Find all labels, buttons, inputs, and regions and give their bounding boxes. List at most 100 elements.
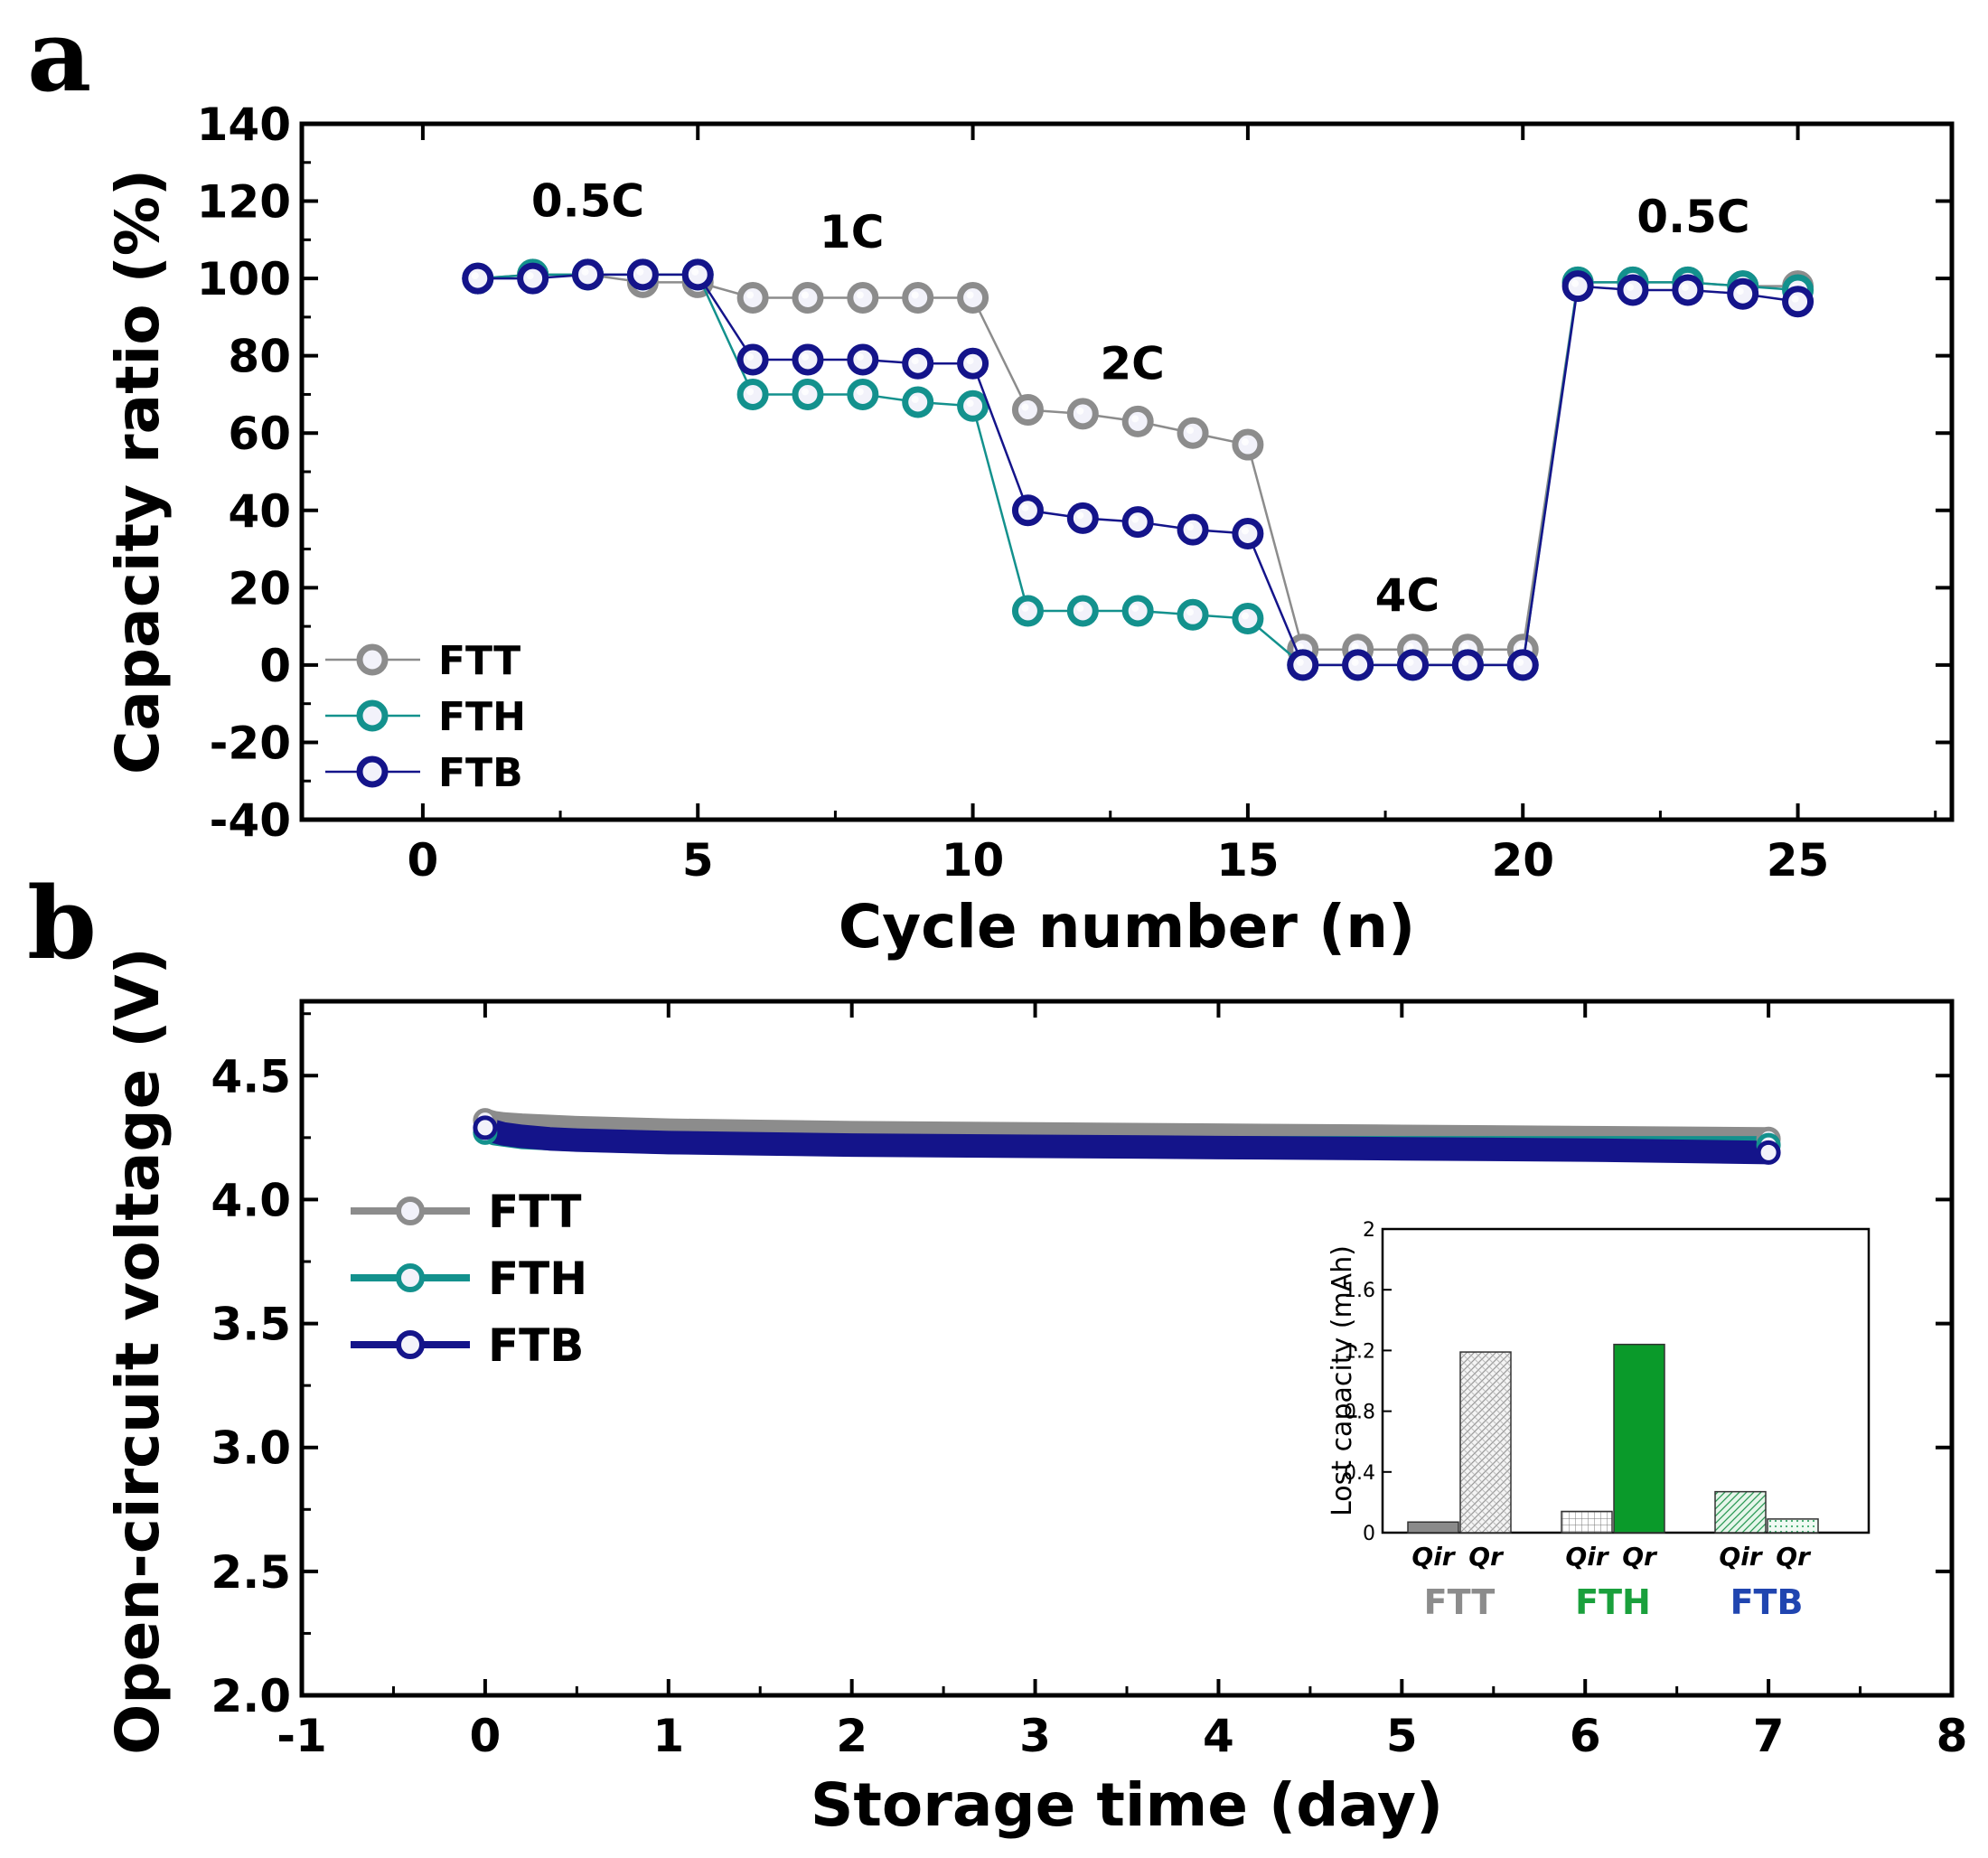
data-point-FTB (681, 258, 714, 291)
data-point-highlight (636, 267, 644, 276)
data-point-FTB (1756, 1140, 1781, 1165)
data-point-highlight (801, 388, 809, 396)
inset-bar-FTH-Qir (1561, 1510, 1613, 1534)
legend-marker-FTH (356, 699, 389, 732)
inset-y-tick-label: 0.4 (1344, 1462, 1375, 1485)
data-point-FTT (1177, 417, 1209, 449)
data-point-FTH (957, 389, 989, 422)
y-tick-label: 2.5 (211, 1546, 291, 1599)
data-point-highlight (1186, 523, 1195, 531)
data-point-highlight (1571, 279, 1580, 287)
y-tick-label: 3.5 (211, 1299, 291, 1351)
inset-category-label: Qir (1411, 1542, 1456, 1572)
data-point-FTH (847, 378, 879, 410)
x-tick-label: 0 (469, 1710, 501, 1762)
data-point-FTB (792, 343, 824, 376)
data-point-FTT (902, 282, 934, 314)
data-point-FTB (736, 343, 769, 376)
legend-marker-FTT (356, 643, 389, 676)
x-tick-label: 3 (1019, 1710, 1051, 1762)
inset-bar-FTB-Qir (1714, 1490, 1767, 1534)
data-point-highlight (801, 352, 809, 361)
data-point-FTB (572, 258, 605, 291)
x-tick-label: -1 (277, 1710, 327, 1762)
inset-y-tick-label: 1.6 (1344, 1280, 1375, 1302)
legend-marker-FTB (356, 755, 389, 788)
data-point-highlight (1021, 605, 1029, 612)
y-tick-label: 80 (228, 331, 291, 383)
data-point-highlight (1516, 643, 1524, 651)
inset-category-label: Qir (1565, 1542, 1609, 1572)
x-tick-label: 10 (942, 834, 1005, 887)
y-tick-label: 2.0 (211, 1670, 291, 1722)
data-point-highlight (746, 291, 755, 299)
data-point-FTB (1011, 494, 1044, 527)
x-tick-label: 7 (1753, 1710, 1785, 1762)
panel-b-frame (299, 999, 1955, 1698)
data-point-FTH (792, 378, 824, 410)
inset-category-label: Qr (1468, 1542, 1505, 1572)
data-point-FTB (626, 258, 659, 291)
data-point-highlight (1241, 612, 1249, 620)
x-tick-label: 0 (408, 834, 439, 887)
data-point-highlight (1736, 287, 1744, 296)
y-tick-label: 0 (259, 640, 291, 692)
x-tick-label: 1 (652, 1710, 684, 1762)
x-tick-label: 5 (682, 834, 714, 887)
data-point-FTT (847, 282, 879, 314)
data-point-highlight (1351, 643, 1359, 651)
inset-group-label-FTH: FTH (1575, 1582, 1651, 1622)
data-point-highlight (471, 272, 479, 280)
data-point-FTB (1232, 517, 1264, 549)
data-point-highlight (966, 399, 974, 408)
y-tick-label: -20 (210, 717, 291, 769)
data-point-highlight (1131, 515, 1139, 523)
data-point-FTH (736, 378, 769, 410)
x-tick-label: 25 (1767, 834, 1830, 887)
data-point-FTB (1066, 502, 1099, 534)
panel-b-y-axis-title: Open-circuit voltage (V) (103, 947, 173, 1755)
panel-b-x-axis-title: Storage time (day) (811, 1770, 1443, 1840)
y-tick-label: 120 (197, 176, 291, 229)
data-point-FTB (902, 347, 934, 380)
panel-a: 0 5 10 15 20 25 -40 -20 0 20 40 60 80 100 120 140 Cycle… (103, 99, 1955, 962)
data-point-highlight (1296, 643, 1304, 651)
data-point-FTT (1011, 394, 1044, 427)
data-point-FTB (1121, 506, 1154, 539)
data-point-FTB (847, 343, 879, 376)
panel-label-a: a (27, 0, 91, 114)
data-point-highlight (801, 291, 809, 299)
inset-y-axis-title: Lost capacity (mAh) (1327, 1245, 1358, 1516)
data-point-FTB (473, 1115, 498, 1140)
data-point-highlight (966, 357, 974, 365)
data-point-highlight (856, 291, 864, 299)
rate-annotation: 1C (820, 206, 884, 258)
data-point-FTB (1451, 649, 1484, 681)
data-point-FTT (1066, 398, 1099, 430)
x-tick-label: 15 (1216, 834, 1280, 887)
y-tick-label: 140 (197, 99, 291, 151)
data-point-highlight (1681, 283, 1689, 291)
data-point-highlight (691, 267, 699, 276)
data-point-FTB (462, 262, 494, 295)
data-point-highlight (1241, 438, 1249, 446)
data-point-highlight (911, 291, 919, 299)
series-line-FTT (477, 273, 1798, 652)
data-point-highlight (1076, 511, 1084, 520)
data-point-highlight (581, 267, 589, 276)
data-point-FTB (1561, 270, 1594, 303)
legend-marker-FTB (396, 1330, 425, 1359)
data-point-highlight (1021, 503, 1029, 511)
data-point-highlight (911, 357, 919, 365)
legend-label-FTH: FTH (488, 1253, 587, 1305)
x-tick-label: 6 (1570, 1710, 1601, 1762)
data-point-highlight (1626, 283, 1634, 291)
legend-label-FTT: FTT (488, 1186, 582, 1238)
data-point-FTH (1066, 595, 1099, 627)
inset-bar-FTT-Qir (1407, 1521, 1459, 1534)
data-point-FTB (1672, 274, 1704, 306)
x-tick-label: 2 (836, 1710, 867, 1762)
data-point-FTB (957, 347, 989, 380)
data-point-highlight (1076, 605, 1084, 612)
